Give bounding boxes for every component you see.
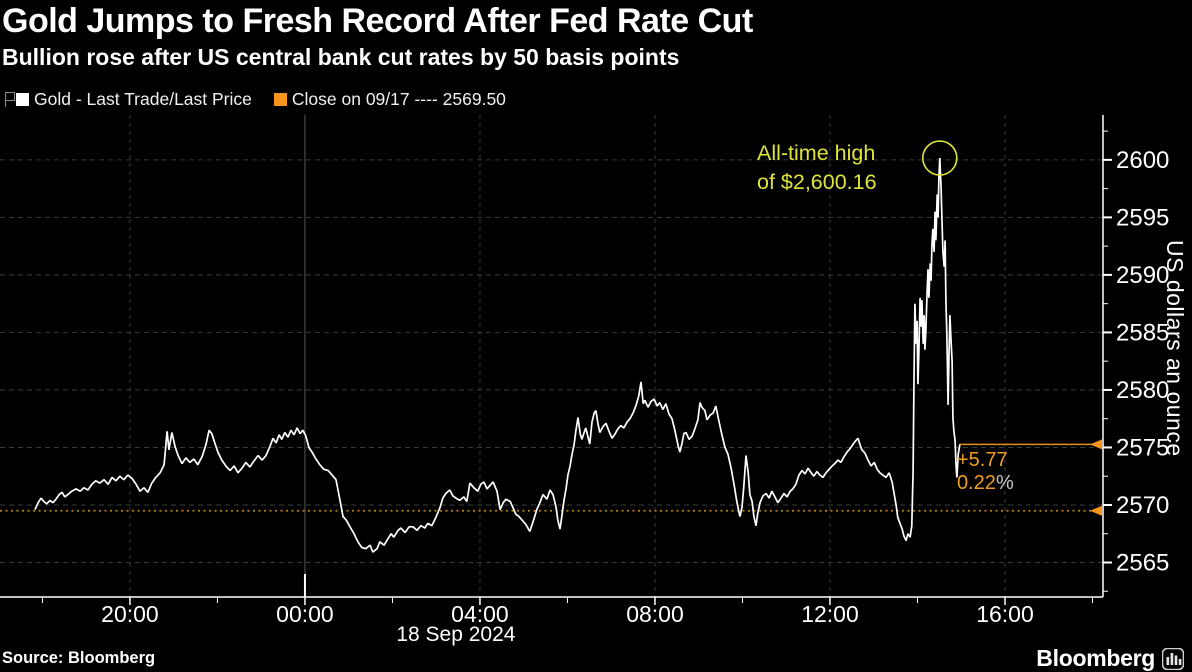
x-axis-tick-label: 20:00	[101, 601, 159, 627]
all-time-high-annotation: All-time high of $2,600.16	[757, 139, 877, 197]
x-axis-date-label: 18 Sep 2024	[396, 623, 515, 646]
legend: Gold - Last Trade/Last Price Close on 09…	[2, 89, 528, 110]
y-axis-unit-label: US dollars an ounce	[1162, 240, 1188, 457]
x-axis-tick-label: 16:00	[976, 601, 1034, 627]
tree-toggle-icon[interactable]	[2, 91, 16, 108]
change-absolute: +5.77	[957, 449, 1008, 471]
y-axis-tick-label: 2585	[1116, 319, 1169, 346]
price-line	[34, 157, 961, 553]
price-arrow-marker	[1090, 439, 1102, 450]
y-axis-tick-label: 2595	[1116, 204, 1169, 231]
y-axis-tick-label: 2575	[1116, 434, 1169, 461]
price-change-annotation: +5.77 0.22%	[957, 449, 1014, 495]
x-axis-tick-label: 12:00	[801, 601, 859, 627]
y-axis-tick-label: 2580	[1116, 377, 1169, 404]
bloomberg-logo: Bloomberg	[1036, 645, 1184, 672]
change-percent-row: 0.22%	[957, 472, 1014, 495]
source-attribution: Source: Bloomberg	[2, 649, 156, 667]
ath-line2: of $2,600.16	[757, 170, 877, 194]
change-percent: 0.22	[957, 472, 996, 494]
chart-title: Gold Jumps to Fresh Record After Fed Rat…	[2, 2, 753, 40]
x-axis-tick-label: 00:00	[276, 601, 334, 627]
price-arrow-marker	[1090, 505, 1102, 516]
chart-subtitle: Bullion rose after US central bank cut r…	[2, 44, 680, 70]
y-axis-tick-label: 2570	[1116, 492, 1169, 519]
close-series-swatch	[273, 93, 287, 106]
y-axis-tick-label: 2600	[1116, 147, 1169, 174]
x-axis-tick-label: 08:00	[626, 601, 684, 627]
all-time-high-circle	[922, 140, 958, 176]
gold-series-swatch	[16, 93, 29, 106]
x-axis-tick-label: 04:00	[451, 601, 509, 627]
gold-series-label: Gold - Last Trade/Last Price	[34, 89, 252, 109]
close-series-label: Close on 09/17 ---- 2569.50	[291, 89, 506, 109]
percent-symbol: %	[995, 472, 1014, 494]
bloomberg-wordmark: Bloomberg	[1036, 645, 1155, 671]
bloomberg-chart-icon	[1162, 647, 1184, 670]
ath-line1: All-time high	[757, 141, 876, 165]
y-axis-tick-label: 2590	[1116, 262, 1169, 289]
y-axis-tick-label: 2565	[1116, 549, 1169, 576]
